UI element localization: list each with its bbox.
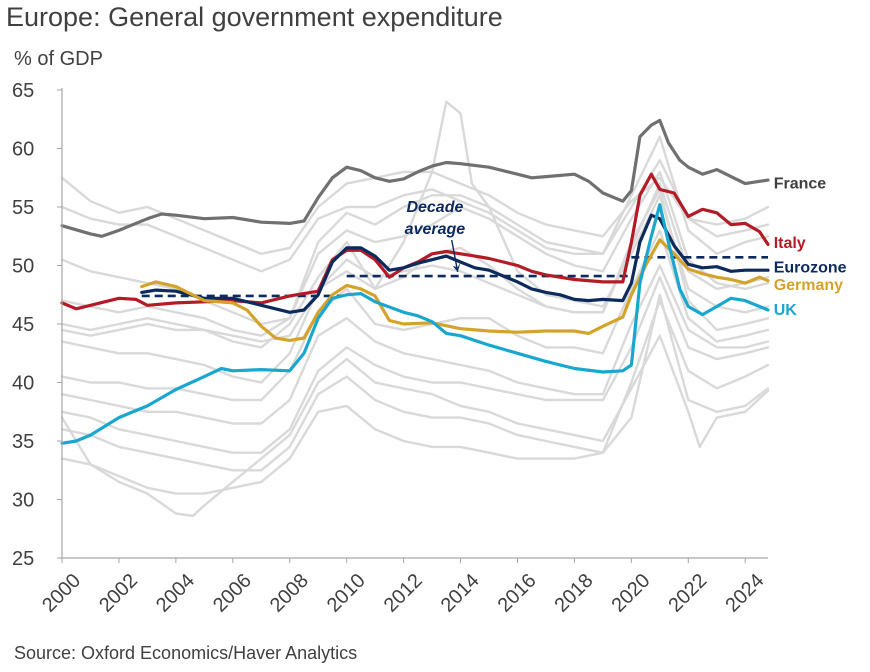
x-tick-label-2022: 2022 <box>664 570 711 617</box>
annotation-arrow-head <box>452 261 461 272</box>
y-tick-label-60: 60 <box>12 139 34 161</box>
series-line-other-country-m <box>60 182 770 343</box>
x-tick-label-2006: 2006 <box>209 570 256 617</box>
series-line-germany <box>140 238 770 342</box>
series-line-other-country-f <box>60 188 770 384</box>
x-tick-label-2024: 2024 <box>721 570 768 617</box>
series-label-eurozone: Eurozone <box>774 260 847 277</box>
annotation-line-2: average <box>405 221 466 238</box>
series-line-other-country-l <box>60 334 770 518</box>
y-tick-label-30: 30 <box>12 490 34 512</box>
series-line-other-country-h <box>60 264 770 425</box>
x-tick-label-2000: 2000 <box>38 570 85 617</box>
x-tick-label-2010: 2010 <box>323 570 370 617</box>
y-axis-label: % of GDP <box>14 48 103 70</box>
series-label-france: France <box>774 175 827 192</box>
series-line-france <box>60 118 770 238</box>
x-tick-label-2012: 2012 <box>380 570 427 617</box>
series-line-other-country-i <box>60 276 770 454</box>
y-tick-label-65: 65 <box>12 80 34 102</box>
x-tick-label-2014: 2014 <box>437 570 484 617</box>
y-tick-label-35: 35 <box>12 431 34 453</box>
source-note: Source: Oxford Economics/Haver Analytics <box>14 643 358 663</box>
series-line-other-country-b <box>60 159 770 273</box>
background-series-group <box>60 100 770 518</box>
y-tick-label-40: 40 <box>12 373 34 395</box>
series-label-italy: Italy <box>774 235 806 252</box>
x-tick-label-2020: 2020 <box>607 570 654 617</box>
y-tick-label-55: 55 <box>12 197 34 219</box>
annotation-group: Decade average <box>405 199 466 272</box>
series-line-other-country-g <box>60 229 770 402</box>
x-tick-label-2004: 2004 <box>152 570 199 617</box>
series-label-germany: Germany <box>774 277 843 294</box>
y-tick-label-50: 50 <box>12 256 34 278</box>
x-tick-label-2018: 2018 <box>551 570 598 617</box>
series-line-other-country-j <box>60 299 770 472</box>
y-tick-label-25: 25 <box>12 548 34 570</box>
x-tick-label-2008: 2008 <box>266 570 313 617</box>
annotation-arrow-shaft <box>451 239 459 272</box>
series-label-uk: UK <box>774 302 798 319</box>
series-line-uk <box>60 203 770 445</box>
y-tick-label-45: 45 <box>12 314 34 336</box>
x-tick-label-2002: 2002 <box>95 570 142 617</box>
x-tick-label-2016: 2016 <box>494 570 541 617</box>
annotation-line-1: Decade <box>406 199 463 216</box>
chart-title: Europe: General government expenditure <box>6 2 503 32</box>
decade-average-group <box>141 256 768 298</box>
series-line-other-country-k <box>60 293 770 495</box>
